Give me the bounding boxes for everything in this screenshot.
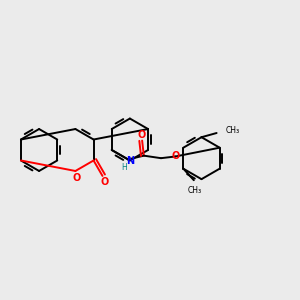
Text: N: N	[126, 156, 134, 166]
Text: O: O	[172, 151, 180, 161]
Text: CH₃: CH₃	[188, 186, 202, 195]
Text: O: O	[73, 173, 81, 183]
Text: O: O	[101, 177, 109, 187]
Text: CH₃: CH₃	[226, 126, 240, 135]
Text: H: H	[122, 163, 127, 172]
Text: O: O	[138, 130, 146, 140]
